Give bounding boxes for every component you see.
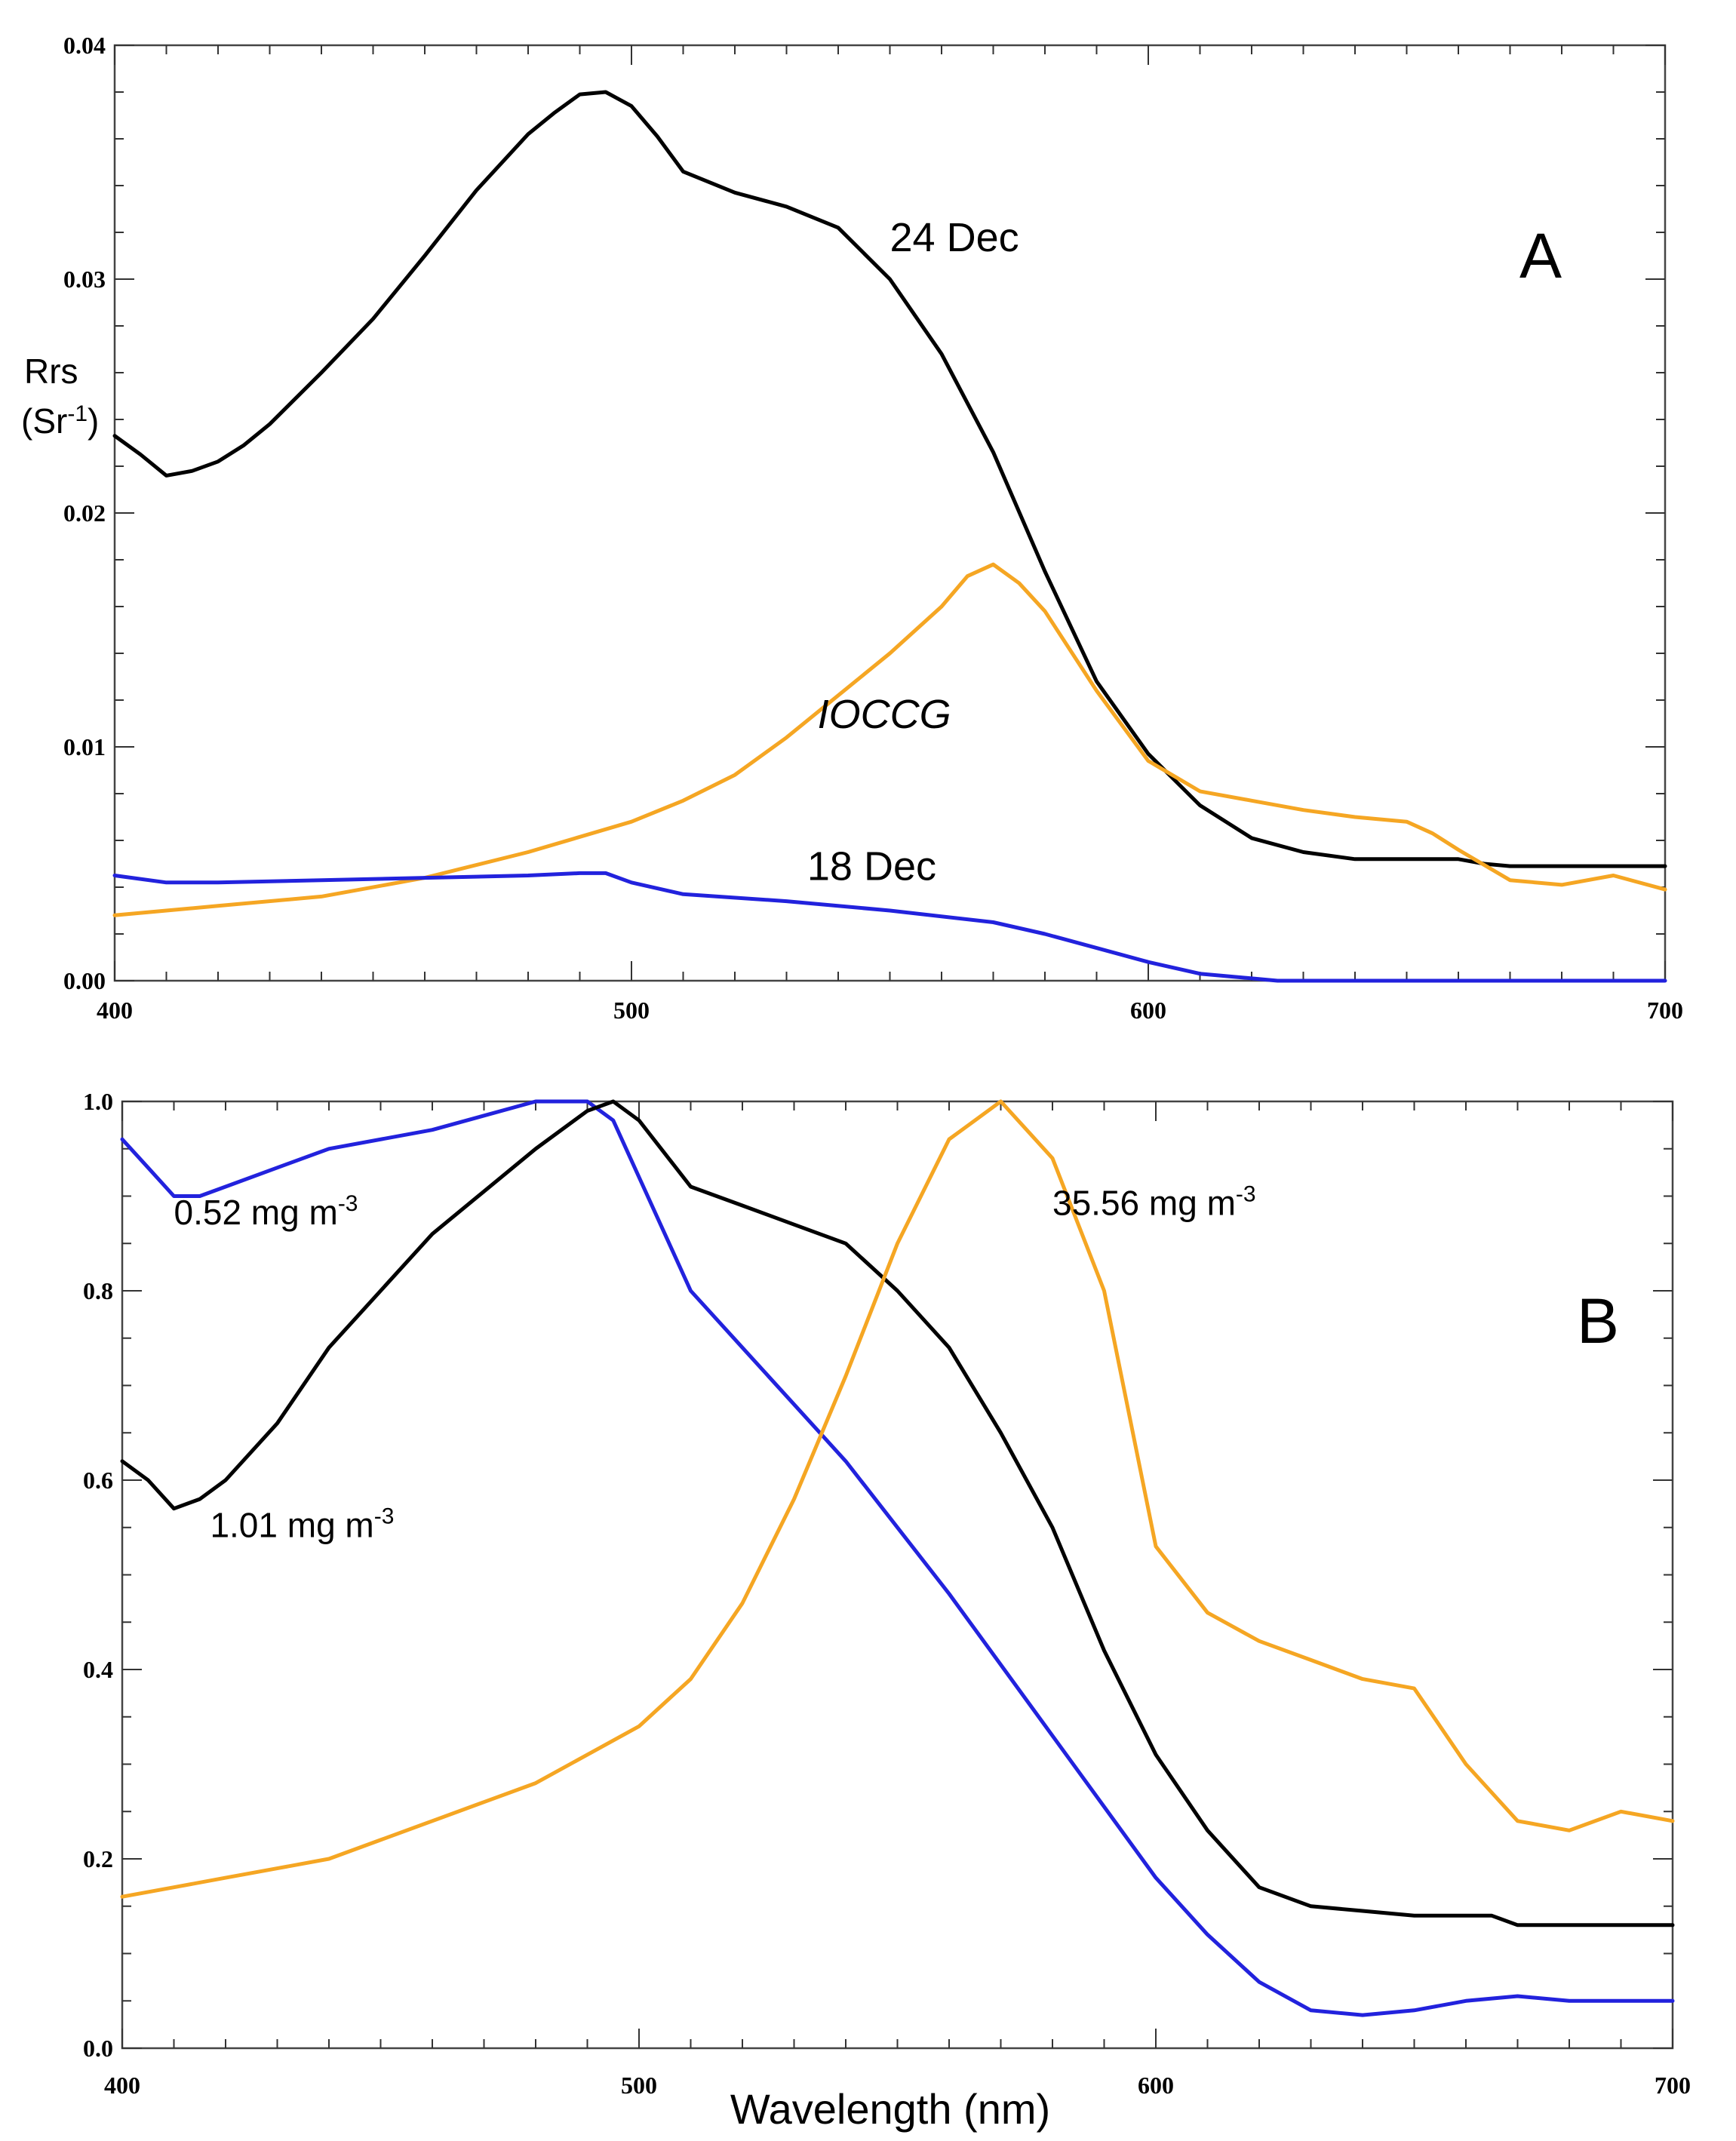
y-tick-label-1-0: 1.0 [83,1088,113,1115]
panel-b-series [120,1099,1675,2017]
panel-b-tick-labels: 400 500 600 700 0.0 0.2 0.4 0.6 0.8 1.0 [83,1088,1691,2099]
annotation-0-52-mg-m: 0.52 mg m-3 [174,1191,358,1232]
panel-a-annotations: 24 Dec IOCCG 18 Dec [807,215,1019,889]
annotation-18-dec: 18 Dec [807,844,936,889]
x-tick-label-400: 400 [97,997,133,1024]
annotation-superscript: -3 [338,1191,358,1216]
x-tick-label-700: 700 [1647,997,1683,1024]
y-tick-label-0-01: 0.01 [63,733,106,760]
annotation-superscript: -3 [374,1504,395,1528]
series-line-24-dec [112,90,1667,868]
x-tick-label-600: 600 [1130,997,1166,1024]
y-tick-label-0-8: 0.8 [83,1277,113,1304]
series-line-ioccg [112,562,1667,917]
panel-a-letter: A [1519,220,1562,291]
y-tick-label-0-02: 0.02 [63,499,106,527]
x-tick-label-600: 600 [1138,2072,1174,2099]
series-line-18-dec [112,871,1667,983]
annotation-1-01-mg-m: 1.01 mg m-3 [210,1504,394,1544]
x-tick-label-700: 700 [1655,2072,1691,2099]
y-tick-label-0-04: 0.04 [63,32,106,59]
panel-a-chart: 400 500 600 700 0.00 0.01 0.02 0.03 0.04 24 Dec I… [21,32,1683,1024]
panel-a-series [112,90,1667,983]
y-tick-label-0-4: 0.4 [83,1656,113,1683]
annotation-ioccg: IOCCG [818,692,951,737]
panel-a-ylabel-line2: (Sr-1) [21,401,99,441]
annotation-superscript: -3 [1236,1182,1256,1207]
panel-a-ylabel-line1: Rrs [24,352,78,391]
annotation-base: 1.01 mg m [210,1505,373,1544]
y-tick-label-0-00: 0.00 [63,967,106,994]
y-tick-label-0-0: 0.0 [83,2035,113,2062]
x-tick-label-500: 500 [613,997,650,1024]
annotation-base: 35.56 mg m [1052,1184,1236,1223]
y-tick-label-0-6: 0.6 [83,1467,113,1494]
panel-b-xlabel: Wavelength (nm) [730,2085,1050,2133]
ylabel-unit-sup: -1 [67,401,88,426]
panel-b-letter: B [1577,1286,1619,1356]
ylabel-unit-end: ) [88,401,99,441]
ylabel-unit-base: (Sr [21,401,67,441]
annotation-base: 0.52 mg m [174,1193,338,1232]
panel-a-tick-labels: 400 500 600 700 0.00 0.01 0.02 0.03 0.04 [63,32,1683,1024]
x-tick-label-500: 500 [621,2072,657,2099]
panel-b-annotations: 0.52 mg m-3 35.56 mg m-31.01 mg m-3 [174,1182,1256,1545]
annotation-35-56-mg-m: 35.56 mg m-3 [1052,1182,1256,1223]
series-line-0-52-mg-m-3 [120,1099,1675,2017]
panel-b-chart: 400 500 600 700 0.0 0.2 0.4 0.6 0.8 1.0 0.52 mg m… [83,1088,1691,2133]
x-tick-label-400: 400 [104,2072,140,2099]
y-tick-label-0-2: 0.2 [83,1845,113,1872]
y-tick-label-0-03: 0.03 [63,266,106,293]
panel-a-ticks [114,45,1666,981]
series-line-35-56-mg-m-3 [120,1099,1675,1899]
annotation-24-dec: 24 Dec [890,215,1019,260]
series-line-1-01-mg-m-3 [120,1099,1675,1928]
